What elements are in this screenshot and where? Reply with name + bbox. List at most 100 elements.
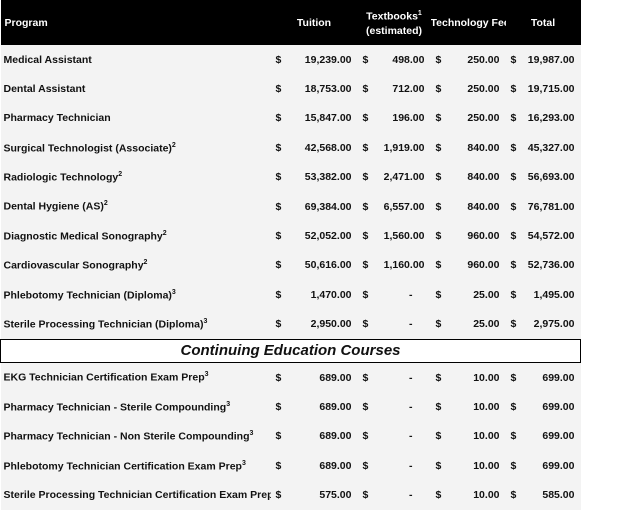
textbooks-cell: $2,471.00 bbox=[357, 162, 431, 192]
currency-symbol: $ bbox=[435, 53, 442, 66]
currency-symbol: $ bbox=[362, 141, 369, 154]
currency-symbol: $ bbox=[362, 83, 369, 96]
total-value: 76,781.00 bbox=[527, 200, 575, 213]
currency-symbol: $ bbox=[362, 200, 369, 213]
currency-symbol: $ bbox=[435, 459, 442, 472]
currency-symbol: $ bbox=[275, 259, 282, 272]
total-cell: $2,975.00 bbox=[505, 309, 581, 340]
tuition-value: 689.00 bbox=[319, 430, 352, 443]
fee-value: 960.00 bbox=[467, 230, 500, 243]
total-value: 54,572.00 bbox=[527, 230, 575, 243]
currency-symbol: $ bbox=[435, 371, 442, 384]
currency-symbol: $ bbox=[510, 489, 517, 502]
program-cell: Surgical Technologist (Associate)2 bbox=[0, 133, 271, 163]
fee-cell: $250.00 bbox=[430, 45, 506, 75]
textbooks-cell: $1,160.00 bbox=[357, 250, 431, 281]
total-cell: $585.00 bbox=[505, 480, 581, 510]
total-value: 2,975.00 bbox=[533, 318, 575, 331]
currency-symbol: $ bbox=[510, 141, 517, 154]
program-cell: Dental Hygiene (AS)2 bbox=[0, 191, 271, 222]
program-cell: Diagnostic Medical Sonography2 bbox=[0, 221, 271, 251]
fee-cell: $840.00 bbox=[430, 191, 506, 222]
program-cell: Phlebotomy Technician Certification Exam… bbox=[0, 451, 271, 481]
fee-cell: $25.00 bbox=[430, 309, 506, 340]
fee-value: 840.00 bbox=[467, 171, 500, 184]
total-cell: $52,736.00 bbox=[505, 250, 581, 281]
footnote-mark: 3 bbox=[226, 400, 231, 408]
tuition-value: 53,382.00 bbox=[304, 171, 352, 184]
total-cell: $54,572.00 bbox=[505, 221, 581, 251]
fee-cell: $250.00 bbox=[430, 103, 506, 134]
table-row: Sterile Processing Technician Certificat… bbox=[0, 480, 581, 510]
tuition-cell: $69,384.00 bbox=[270, 191, 358, 222]
currency-symbol: $ bbox=[362, 259, 369, 272]
fee-value: 10.00 bbox=[473, 459, 500, 472]
textbooks-value: 498.00 bbox=[392, 53, 425, 66]
currency-symbol: $ bbox=[435, 288, 442, 301]
footnote-mark: 3 bbox=[249, 430, 254, 438]
table-row: Dental Assistant $18,753.00 $712.00 $250.00… bbox=[0, 74, 581, 104]
textbooks-value: - bbox=[409, 459, 413, 472]
textbooks-value: - bbox=[409, 371, 413, 384]
total-value: 699.00 bbox=[542, 371, 575, 384]
fee-cell: $960.00 bbox=[430, 250, 506, 281]
currency-symbol: $ bbox=[510, 259, 517, 272]
textbooks-cell: $ - bbox=[357, 451, 431, 481]
table-row: Pharmacy Technician - Sterile Compoundin… bbox=[0, 392, 581, 422]
textbooks-cell: $ - bbox=[357, 362, 431, 393]
tuition-cell: $689.00 bbox=[270, 421, 358, 452]
currency-symbol: $ bbox=[510, 83, 517, 96]
textbooks-value: - bbox=[409, 400, 413, 413]
currency-symbol: $ bbox=[435, 259, 442, 272]
tuition-value: 69,384.00 bbox=[304, 200, 352, 213]
textbooks-cell: $ - bbox=[357, 309, 431, 340]
footnote-mark: 3 bbox=[241, 459, 246, 467]
fee-cell: $25.00 bbox=[430, 280, 506, 310]
program-name: Dental Assistant bbox=[3, 83, 86, 96]
fee-value: 25.00 bbox=[473, 288, 500, 301]
table-row: Pharmacy Technician $15,847.00 $196.00 $250… bbox=[0, 103, 581, 134]
currency-symbol: $ bbox=[435, 318, 442, 331]
currency-symbol: $ bbox=[275, 400, 282, 413]
program-name: EKG Technician Certification Exam Prep bbox=[3, 371, 205, 384]
total-cell: $699.00 bbox=[505, 421, 581, 452]
currency-symbol: $ bbox=[435, 171, 442, 184]
table-body: Medical Assistant $19,239.00 $498.00 $250.0… bbox=[0, 45, 581, 510]
program-name: Phlebotomy Technician (Diploma) bbox=[3, 289, 172, 302]
table-row: Radiologic Technology2 $53,382.00 $2,471.0… bbox=[0, 162, 581, 192]
tuition-cell: $689.00 bbox=[270, 451, 358, 481]
fee-cell: $10.00 bbox=[430, 392, 506, 422]
fee-value: 250.00 bbox=[467, 112, 500, 125]
fee-cell: $10.00 bbox=[430, 451, 506, 481]
textbooks-value: 712.00 bbox=[392, 83, 425, 96]
currency-symbol: $ bbox=[435, 112, 442, 125]
currency-symbol: $ bbox=[510, 230, 517, 243]
header-fee: Technology Fee bbox=[430, 0, 506, 45]
total-cell: $699.00 bbox=[505, 392, 581, 422]
currency-symbol: $ bbox=[435, 489, 442, 502]
tuition-cell: $689.00 bbox=[270, 362, 358, 393]
table-row: Phlebotomy Technician Certification Exam… bbox=[0, 451, 581, 481]
textbooks-value: 1,160.00 bbox=[383, 259, 425, 272]
footnote-mark: 3 bbox=[203, 317, 208, 325]
tuition-cell: $689.00 bbox=[270, 392, 358, 422]
currency-symbol: $ bbox=[275, 53, 282, 66]
currency-symbol: $ bbox=[510, 288, 517, 301]
currency-symbol: $ bbox=[362, 400, 369, 413]
textbooks-cell: $1,560.00 bbox=[357, 221, 431, 251]
textbooks-value: 1,560.00 bbox=[383, 230, 425, 243]
section-title: Continuing Education Courses bbox=[0, 338, 581, 363]
program-cell: Phlebotomy Technician (Diploma)3 bbox=[0, 280, 271, 310]
fee-value: 10.00 bbox=[473, 371, 500, 384]
total-cell: $56,693.00 bbox=[505, 162, 581, 192]
fee-value: 250.00 bbox=[467, 53, 500, 66]
tuition-value: 50,616.00 bbox=[304, 259, 352, 272]
total-cell: $45,327.00 bbox=[505, 133, 581, 163]
textbooks-value: - bbox=[409, 430, 413, 443]
textbooks-cell: $498.00 bbox=[357, 45, 431, 75]
total-value: 56,693.00 bbox=[527, 171, 575, 184]
total-value: 585.00 bbox=[542, 489, 575, 502]
tuition-table: Program Tuition Textbooks1 (estimated) Te… bbox=[0, 0, 581, 510]
fee-value: 25.00 bbox=[473, 318, 500, 331]
fee-cell: $10.00 bbox=[430, 421, 506, 452]
